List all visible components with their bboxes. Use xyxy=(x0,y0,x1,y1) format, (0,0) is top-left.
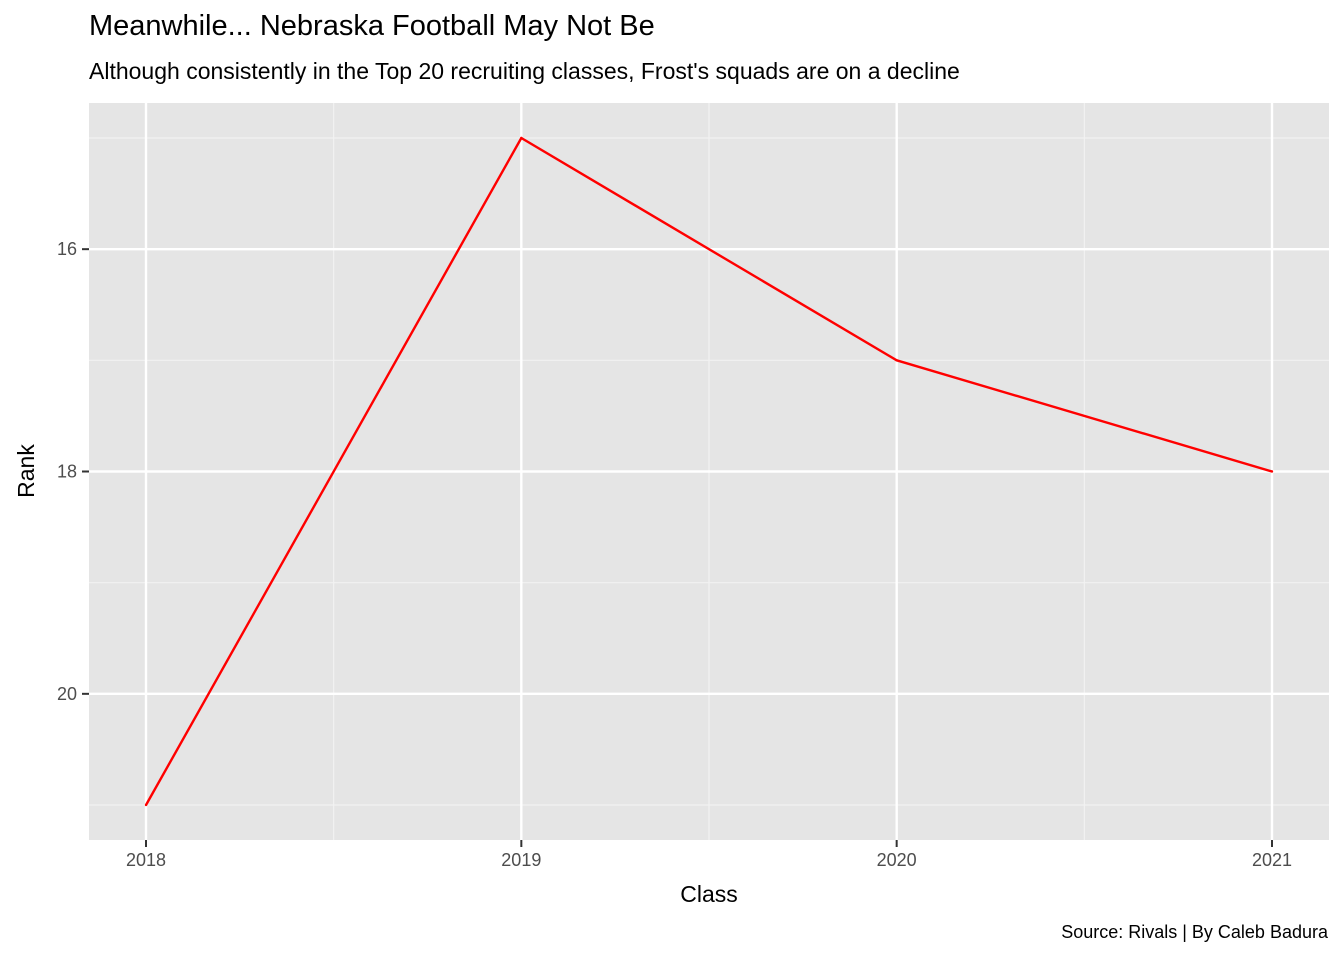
series-line xyxy=(144,136,1273,806)
y-axis-title: Rank xyxy=(13,444,39,498)
x-tick-label: 2021 xyxy=(1252,850,1292,870)
data-point-2019 xyxy=(520,136,523,140)
chart-caption: Source: Rivals | By Caleb Badura xyxy=(1061,922,1328,942)
chart-subtitle: Although consistently in the Top 20 recr… xyxy=(89,58,960,84)
x-axis-title: Class xyxy=(680,881,738,907)
data-point-2020 xyxy=(895,359,898,362)
minor-gridlines xyxy=(89,103,1329,840)
x-tick-label: 2018 xyxy=(126,850,166,870)
x-tick-label: 2020 xyxy=(877,850,917,870)
y-axis: 16 18 20 xyxy=(57,239,89,704)
major-gridlines xyxy=(89,103,1329,840)
y-tick-label: 20 xyxy=(57,684,77,704)
data-point-2021 xyxy=(1270,470,1274,473)
y-tick-label: 16 xyxy=(57,239,77,259)
chart-title: Meanwhile... Nebraska Football May Not B… xyxy=(89,10,655,42)
x-axis: 2018 2019 2020 2021 xyxy=(126,840,1292,870)
data-point-2018 xyxy=(144,803,148,807)
x-tick-label: 2019 xyxy=(501,850,541,870)
series-rank xyxy=(144,136,1274,807)
y-tick-label: 18 xyxy=(57,462,77,482)
